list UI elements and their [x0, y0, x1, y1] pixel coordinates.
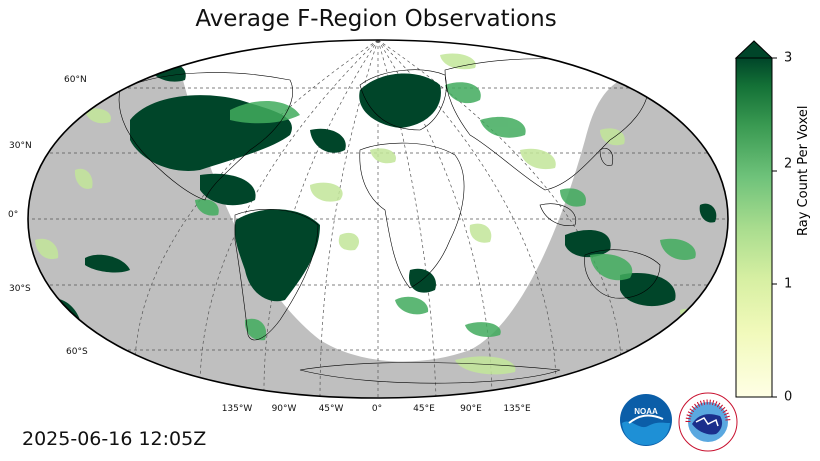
timestamp: 2025-06-16 12:05Z — [22, 428, 207, 450]
map-body — [28, 40, 728, 398]
coastlines — [118, 58, 661, 384]
lon-label-90e: 90°E — [460, 404, 482, 414]
night-side-shading — [28, 40, 728, 398]
colorbar-extend-arrow — [734, 40, 774, 59]
lat-label-60s: 60°S — [66, 347, 88, 357]
colorbar — [734, 40, 777, 398]
colorbar-tick-label-0: 0 — [784, 389, 793, 405]
observation-high-density — [50, 62, 717, 321]
colorbar-label: Ray Count Per Voxel — [796, 105, 811, 236]
lat-label-equator: 0° — [8, 210, 19, 220]
colorbar-tick-label-3: 3 — [784, 50, 793, 66]
observation-medium-density — [195, 82, 696, 341]
lon-label-135e: 135°E — [503, 404, 531, 414]
colorbar-tick-label-2: 2 — [784, 156, 793, 172]
lon-label-90w: 90°W — [271, 404, 297, 414]
lat-label-60n: 60°N — [64, 75, 87, 85]
lat-label-30n: 30°N — [9, 141, 32, 151]
lon-label-0: 0° — [371, 404, 383, 414]
nws-logo — [678, 392, 738, 452]
globe-outline — [27, 39, 729, 399]
colorbar-tick-label-1: 1 — [784, 276, 793, 292]
map-title: Average F-Region Observations — [195, 6, 557, 32]
lon-label-45w: 45°W — [318, 404, 344, 414]
lat-label-30s: 30°S — [9, 284, 31, 294]
noaa-logo: NOAA — [620, 394, 672, 446]
lon-label-45e: 45°E — [413, 404, 435, 414]
colorbar-gradient — [735, 57, 773, 398]
lon-label-135w: 135°W — [221, 404, 253, 414]
svg-text:NOAA: NOAA — [634, 407, 658, 416]
